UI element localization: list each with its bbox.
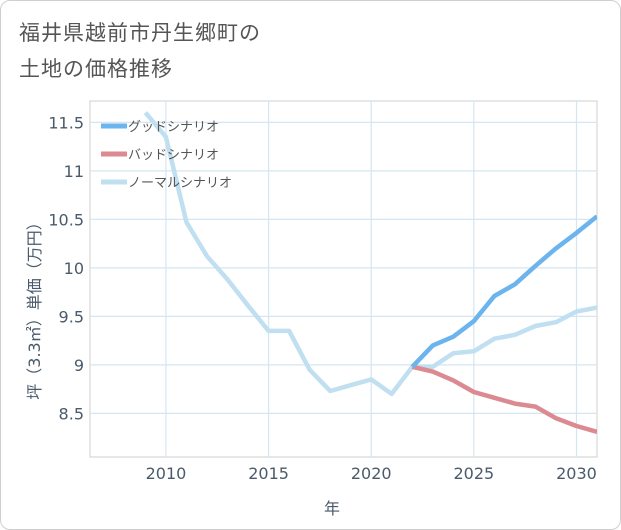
grid-lines (90, 101, 597, 457)
y-axis-title: 坪（3.3㎡）単価（万円） (25, 214, 44, 399)
x-tick-label: 2030 (556, 464, 597, 483)
y-tick-label: 10 (64, 259, 84, 278)
x-tick-labels: 2010 2015 2020 2025 2030 (146, 464, 597, 483)
y-tick-label: 10.5 (48, 210, 84, 229)
y-tick-label: 9 (74, 356, 84, 375)
legend-label: ノーマルシナリオ (128, 176, 232, 191)
x-tick-label: 2020 (351, 464, 392, 483)
legend-label: グッドシナリオ (128, 120, 219, 135)
series-line-1 (411, 364, 597, 434)
legend-label: バッドシナリオ (128, 148, 219, 163)
series-line-0 (410, 214, 597, 369)
chart-title-line-1: 福井県越前市丹生郷町の (19, 21, 261, 45)
x-axis-title: 年 (324, 499, 340, 518)
y-tick-label: 11.5 (48, 113, 84, 132)
chart-title-line-2: 土地の価格推移 (19, 57, 173, 81)
series-layer (143, 111, 597, 434)
y-tick-label: 8.5 (59, 404, 84, 423)
series-line-2 (143, 111, 597, 397)
y-tick-label: 11 (64, 162, 84, 181)
y-tick-labels: 8.5 9 9.5 10 10.5 11 11.5 (48, 113, 84, 423)
x-tick-label: 2025 (453, 464, 494, 483)
x-tick-label: 2015 (248, 464, 289, 483)
y-tick-label: 9.5 (59, 307, 84, 326)
plot-area (89, 100, 598, 458)
x-tick-label: 2010 (146, 464, 187, 483)
